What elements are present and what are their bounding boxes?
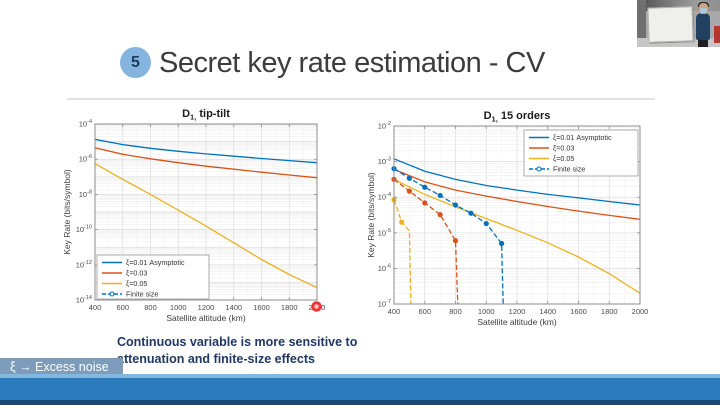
svg-text:ξ=0.03: ξ=0.03 [126, 269, 147, 278]
svg-text:1400: 1400 [539, 307, 556, 316]
svg-text:D1, 15 orders: D1, 15 orders [484, 110, 551, 124]
left-chart-tip-tilt: 40060080010001200140016001800200010-410-… [59, 103, 345, 329]
footer-strip-dark [0, 400, 720, 405]
svg-text:1800: 1800 [601, 307, 618, 316]
svg-text:10-7: 10-7 [378, 299, 391, 309]
whiteboard [647, 6, 694, 43]
svg-text:Satellite altitude (km): Satellite altitude (km) [477, 317, 557, 327]
right-chart-15-orders: 400 600 800 1000 1200 1400 1600 1800 2000 10-2 10-… [368, 104, 660, 336]
svg-text:10-12: 10-12 [76, 260, 92, 270]
svg-text:1800: 1800 [281, 303, 298, 312]
svg-text:10-5: 10-5 [378, 228, 391, 238]
svg-text:10-10: 10-10 [76, 225, 92, 235]
svg-text:800: 800 [449, 307, 462, 316]
svg-text:1000: 1000 [478, 307, 495, 316]
svg-text:1400: 1400 [225, 303, 242, 312]
svg-text:800: 800 [144, 303, 157, 312]
conclusion-caption: Continuous variable is more sensitive to… [117, 334, 357, 368]
svg-text:1600: 1600 [253, 303, 270, 312]
presenter-body [696, 13, 710, 40]
svg-text:400: 400 [388, 307, 401, 316]
title-divider [67, 98, 655, 100]
webcam-floor [637, 38, 720, 47]
svg-text:10-3: 10-3 [378, 157, 391, 167]
svg-text:10-4: 10-4 [79, 119, 92, 129]
svg-text:ξ=0.05: ξ=0.05 [553, 154, 574, 163]
footer-strip-main [0, 378, 720, 400]
svg-text:10-8: 10-8 [79, 189, 92, 199]
caption-line-1: Continuous variable is more sensitive to [117, 335, 358, 349]
webcam-ceiling [637, 0, 720, 11]
svg-text:Finite size: Finite size [126, 290, 158, 299]
presenter-face-mask [700, 8, 707, 13]
svg-text:ξ=0.01 Asymptotic: ξ=0.01 Asymptotic [553, 133, 612, 142]
svg-text:ξ=0.03: ξ=0.03 [553, 144, 574, 153]
svg-text:10-14: 10-14 [76, 295, 92, 305]
caption-line-2: attenuation and finite-size effects [117, 352, 315, 366]
svg-text:Satellite altitude (km): Satellite altitude (km) [166, 313, 246, 323]
svg-text:10-6: 10-6 [378, 263, 391, 273]
svg-text:1200: 1200 [509, 307, 526, 316]
svg-text:600: 600 [116, 303, 129, 312]
svg-text:ξ=0.01 Asymptotic: ξ=0.01 Asymptotic [126, 258, 185, 267]
svg-text:600: 600 [418, 307, 431, 316]
svg-text:Key Rate (bits/symbol): Key Rate (bits/symbol) [62, 169, 72, 255]
excess-noise-badge: ξ → Excess noise [0, 358, 123, 376]
svg-text:Key Rate (bits/symbol): Key Rate (bits/symbol) [368, 172, 376, 258]
svg-text:2000: 2000 [632, 307, 649, 316]
red-object [714, 26, 720, 43]
slide-number-badge: 5 [120, 47, 151, 78]
svg-text:10-4: 10-4 [378, 192, 391, 202]
webcam-view [637, 0, 720, 47]
svg-text:1600: 1600 [570, 307, 587, 316]
svg-text:D1, tip-tilt: D1, tip-tilt [182, 108, 230, 122]
svg-text:1200: 1200 [198, 303, 215, 312]
presenter-legs [698, 39, 708, 47]
svg-text:400: 400 [89, 303, 102, 312]
svg-text:10-6: 10-6 [79, 154, 92, 164]
webcam-wall-column [637, 0, 646, 47]
svg-text:1000: 1000 [170, 303, 187, 312]
svg-text:10-2: 10-2 [378, 121, 391, 131]
laser-pointer-dot [311, 301, 322, 312]
svg-text:ξ=0.05: ξ=0.05 [126, 279, 147, 288]
svg-text:Finite size: Finite size [553, 165, 585, 174]
page-title: Secret key rate estimation - CV [159, 47, 545, 79]
footer-strip-light [0, 374, 720, 378]
